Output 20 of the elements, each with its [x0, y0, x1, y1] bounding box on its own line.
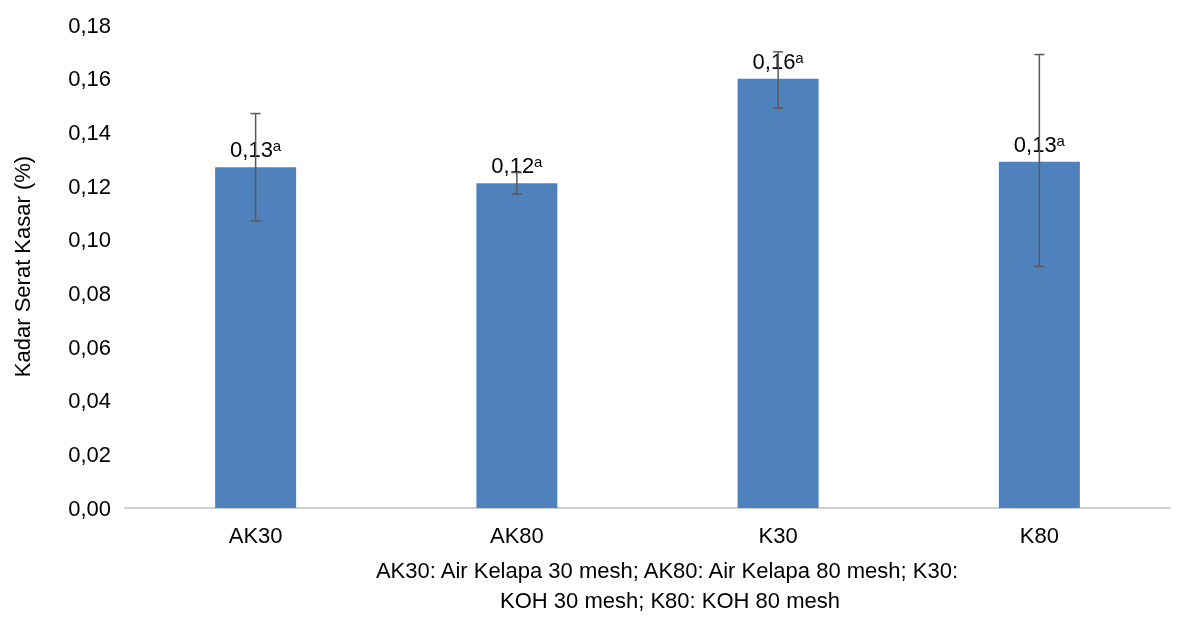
- y-axis-title: Kadar Serat Kasar (%): [9, 155, 35, 378]
- y-tick-label: 0,04: [68, 388, 111, 414]
- text: AK30: Air Kelapa 30 mesh; AK80: Air Kelapa 80 mesh; K30: KOH 30 mesh; K80: KOH 80 mesh: [375, 557, 965, 613]
- y-tick-label: 0,02: [68, 441, 111, 467]
- bar: [215, 167, 297, 508]
- x-tick-label: K30: [758, 522, 798, 548]
- y-tick-label: 0,12: [68, 173, 111, 199]
- y-tick-label: 0,08: [68, 280, 111, 306]
- x-tick-label: K80: [1019, 522, 1059, 548]
- bar: [476, 183, 558, 508]
- bar: [737, 78, 819, 508]
- y-tick-label: 0,14: [68, 119, 111, 145]
- y-tick-label: 0,06: [68, 334, 111, 360]
- bar: [998, 161, 1080, 508]
- y-tick-label: 0,18: [68, 12, 111, 38]
- y-tick-label: 0,00: [68, 495, 111, 521]
- y-tick-label: 0,10: [68, 227, 111, 253]
- y-tick-label: 0,16: [68, 66, 111, 92]
- x-tick-label: AK80: [489, 522, 544, 548]
- x-tick-label: AK30: [228, 522, 283, 548]
